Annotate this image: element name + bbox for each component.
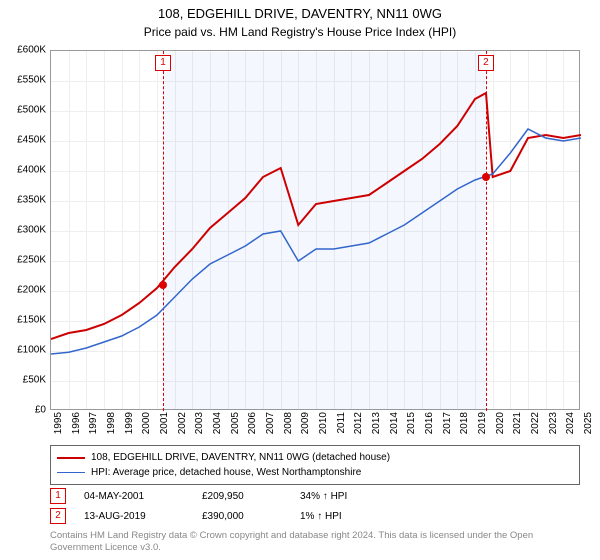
event-date: 04-MAY-2001 [84, 491, 184, 502]
x-tick-label: 2023 [548, 412, 559, 434]
y-tick-label: £0 [35, 405, 46, 416]
x-tick-label: 2008 [283, 412, 294, 434]
event-delta: 34% ↑ HPI [300, 491, 347, 502]
attribution-text: Contains HM Land Registry data © Crown c… [50, 530, 580, 555]
x-tick-label: 2018 [459, 412, 470, 434]
x-tick-label: 1996 [71, 412, 82, 434]
x-tick-label: 2016 [424, 412, 435, 434]
legend-label: HPI: Average price, detached house, West… [91, 465, 361, 480]
event-marker-dot [482, 173, 490, 181]
legend-label: 108, EDGEHILL DRIVE, DAVENTRY, NN11 0WG … [91, 450, 390, 465]
legend-row: HPI: Average price, detached house, West… [57, 465, 573, 480]
x-tick-label: 2002 [177, 412, 188, 434]
x-tick-label: 2020 [495, 412, 506, 434]
x-tick-label: 2005 [230, 412, 241, 434]
event-badge-1: 1 [50, 488, 66, 504]
y-tick-label: £400K [17, 165, 46, 176]
x-tick-label: 2006 [247, 412, 258, 434]
y-tick-label: £600K [17, 45, 46, 56]
y-tick-label: £500K [17, 105, 46, 116]
y-tick-label: £100K [17, 345, 46, 356]
event-date: 13-AUG-2019 [84, 511, 184, 522]
event-marker-dot [159, 281, 167, 289]
event-row-1: 1 04-MAY-2001 £209,950 34% ↑ HPI [50, 488, 580, 504]
y-tick-label: £300K [17, 225, 46, 236]
plot-area: 12 [50, 50, 580, 410]
x-tick-label: 2001 [159, 412, 170, 434]
x-tick-label: 2017 [442, 412, 453, 434]
legend-row: 108, EDGEHILL DRIVE, DAVENTRY, NN11 0WG … [57, 450, 573, 465]
x-tick-label: 2015 [406, 412, 417, 434]
y-tick-label: £50K [23, 375, 46, 386]
x-tick-label: 2007 [265, 412, 276, 434]
event-badge-2: 2 [50, 508, 66, 524]
y-tick-label: £550K [17, 75, 46, 86]
x-tick-label: 2013 [371, 412, 382, 434]
event-price: £209,950 [202, 491, 282, 502]
line-series-svg [51, 51, 581, 411]
x-tick-label: 2004 [212, 412, 223, 434]
y-tick-label: £150K [17, 315, 46, 326]
x-tick-label: 2025 [583, 412, 594, 434]
x-tick-label: 2024 [565, 412, 576, 434]
x-tick-label: 2014 [389, 412, 400, 434]
series-line-hpi [51, 129, 581, 354]
legend-swatch [57, 472, 85, 473]
legend-swatch [57, 457, 85, 459]
event-row-2: 2 13-AUG-2019 £390,000 1% ↑ HPI [50, 508, 580, 524]
event-badge: 2 [478, 55, 494, 71]
y-tick-label: £200K [17, 285, 46, 296]
x-tick-label: 2019 [477, 412, 488, 434]
legend-box: 108, EDGEHILL DRIVE, DAVENTRY, NN11 0WG … [50, 445, 580, 485]
chart-container: 108, EDGEHILL DRIVE, DAVENTRY, NN11 0WG … [0, 0, 600, 560]
x-tick-label: 1995 [53, 412, 64, 434]
y-tick-label: £450K [17, 135, 46, 146]
x-tick-label: 2009 [300, 412, 311, 434]
y-tick-label: £250K [17, 255, 46, 266]
series-line-price_paid [51, 93, 581, 339]
event-price: £390,000 [202, 511, 282, 522]
x-tick-label: 2003 [194, 412, 205, 434]
x-tick-label: 1999 [124, 412, 135, 434]
chart-area: 12 £0£50K£100K£150K£200K£250K£300K£350K£… [50, 50, 580, 410]
x-tick-label: 2011 [336, 412, 347, 434]
x-tick-label: 1998 [106, 412, 117, 434]
x-tick-label: 2012 [353, 412, 364, 434]
x-tick-label: 1997 [88, 412, 99, 434]
x-tick-label: 2021 [512, 412, 523, 434]
x-tick-label: 2010 [318, 412, 329, 434]
event-badge: 1 [155, 55, 171, 71]
x-tick-label: 2022 [530, 412, 541, 434]
page-title: 108, EDGEHILL DRIVE, DAVENTRY, NN11 0WG [0, 0, 600, 23]
event-delta: 1% ↑ HPI [300, 511, 342, 522]
y-tick-label: £350K [17, 195, 46, 206]
x-tick-label: 2000 [141, 412, 152, 434]
page-subtitle: Price paid vs. HM Land Registry's House … [0, 23, 600, 39]
